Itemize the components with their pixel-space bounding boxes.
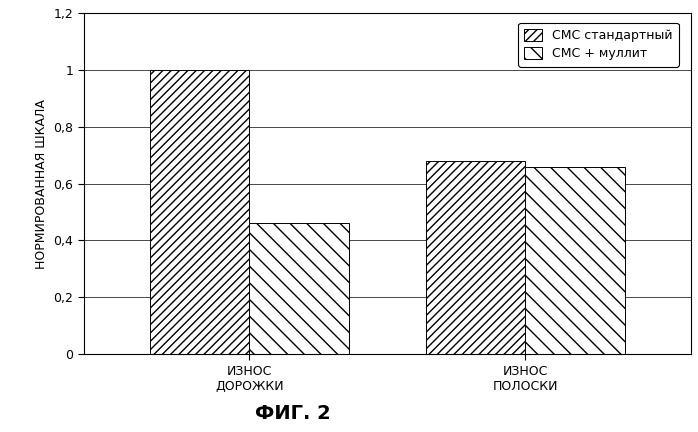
Bar <box>526 167 625 354</box>
Bar <box>150 70 249 354</box>
Legend: CMC стандартный, CMC + муллит: CMC стандартный, CMC + муллит <box>518 22 678 67</box>
Bar <box>426 161 526 354</box>
Y-axis label: НОРМИРОВАННАЯ ШКАЛА: НОРМИРОВАННАЯ ШКАЛА <box>35 98 47 269</box>
Bar <box>249 223 349 354</box>
Text: ФИГ. 2: ФИГ. 2 <box>255 404 331 423</box>
